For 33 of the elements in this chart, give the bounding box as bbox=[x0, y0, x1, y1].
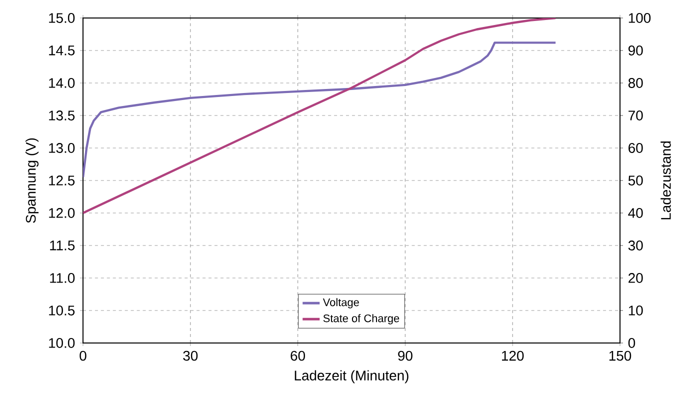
y2-tick-label: 10 bbox=[628, 306, 643, 316]
y-tick-label: 13.5 bbox=[49, 110, 75, 120]
x-tick-label: 120 bbox=[502, 350, 524, 361]
y-tick-label: 10.0 bbox=[49, 338, 75, 348]
legend-label: State of Charge bbox=[323, 314, 400, 324]
x-tick-label: 90 bbox=[398, 350, 412, 361]
y-tick-label: 10.5 bbox=[49, 306, 75, 316]
y2-tick-label: 90 bbox=[628, 46, 643, 56]
y2-tick-label: 100 bbox=[628, 13, 651, 23]
y2-tick-label: 20 bbox=[628, 273, 643, 283]
x-tick-label: 60 bbox=[290, 350, 306, 361]
y2-tick-label: 0 bbox=[628, 338, 636, 348]
y2-tick-label: 50 bbox=[628, 176, 643, 186]
x-tick-label: 30 bbox=[183, 350, 198, 361]
y-tick-label: 15.0 bbox=[49, 13, 75, 23]
y2-tick-label: 80 bbox=[628, 78, 643, 88]
y2-tick-label: 40 bbox=[628, 208, 643, 218]
y2-tick-label: 70 bbox=[628, 110, 643, 120]
y-tick-label: 13.0 bbox=[49, 143, 75, 153]
y2-tick-label: 60 bbox=[628, 143, 643, 153]
y-tick-label: 11.5 bbox=[50, 240, 75, 250]
y-tick-label: 14.5 bbox=[49, 46, 75, 56]
y-tick-label: 12.5 bbox=[49, 176, 75, 186]
y-tick-label: 14.0 bbox=[49, 78, 75, 88]
y-axis-title: Spannung (V) bbox=[26, 138, 39, 223]
y2-axis-title: Ladezustand bbox=[660, 141, 671, 220]
x-axis-title: Ladezeit (Minuten) bbox=[294, 370, 408, 384]
y2-tick-label: 30 bbox=[628, 240, 643, 250]
legend-label: Voltage bbox=[322, 298, 359, 308]
x-tick-label: 0 bbox=[80, 350, 86, 361]
y-tick-label: 12.0 bbox=[49, 208, 75, 218]
x-tick-label: 150 bbox=[609, 350, 632, 361]
y-tick-label: 11.0 bbox=[50, 273, 75, 283]
